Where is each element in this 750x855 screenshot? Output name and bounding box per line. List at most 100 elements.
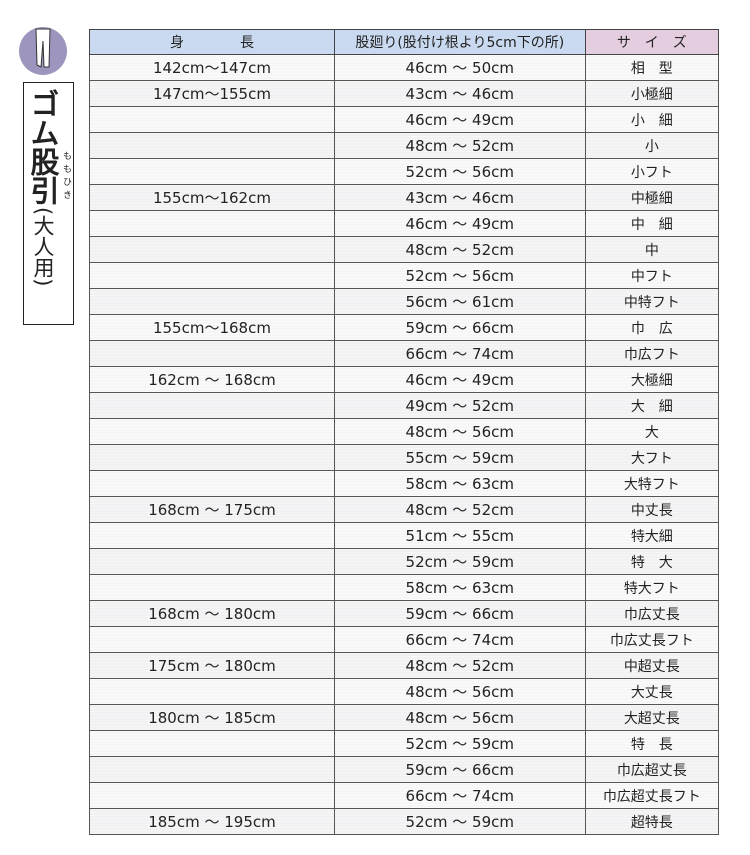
table-row: 55cm ～ 59cm 大フト xyxy=(89,444,720,471)
cell-crotch-girth: 52cm ～ 59cm xyxy=(333,808,586,835)
table-row: 155cm～162cm 43cm ～ 46cm 中極細 xyxy=(89,184,720,211)
cell-height xyxy=(89,340,335,367)
cell-size: 巾広フト xyxy=(584,340,720,367)
header-size: サ イ ズ xyxy=(584,29,720,55)
cell-crotch-girth: 52cm ～ 59cm xyxy=(333,548,586,575)
header-crotch-girth: 股廻り(股付け根より5cm下の所) xyxy=(333,29,586,55)
table-row: 147cm～155cm 43cm ～ 46cm 小極細 xyxy=(89,80,720,107)
cell-crotch-girth: 48cm ～ 56cm xyxy=(333,704,586,731)
title-ruby: ももひき xyxy=(61,151,71,203)
cell-height: 185cm ～ 195cm xyxy=(89,808,335,835)
cell-crotch-girth: 58cm ～ 63cm xyxy=(333,574,586,601)
table-row: 51cm ～ 55cm 特大細 xyxy=(89,522,720,549)
cell-height: 175cm ～ 180cm xyxy=(89,652,335,679)
header-height: 身 長 xyxy=(89,29,335,55)
table-row: 168cm ～ 180cm 59cm ～ 66cm 巾広丈長 xyxy=(89,600,720,627)
cell-crotch-girth: 59cm ～ 66cm xyxy=(333,314,586,341)
table-row: 46cm ～ 49cm 中 細 xyxy=(89,210,720,237)
cell-size: 中特フト xyxy=(584,288,720,315)
table-row: 185cm ～ 195cm 52cm ～ 59cm 超特長 xyxy=(89,808,720,835)
cell-crotch-girth: 46cm ～ 49cm xyxy=(333,366,586,393)
trousers-icon xyxy=(19,27,67,75)
size-table: 身 長 股廻り(股付け根より5cm下の所) サ イ ズ 142cm～147cm 4… xyxy=(89,29,720,835)
table-row: 49cm ～ 52cm 大 細 xyxy=(89,392,720,419)
cell-height: 155cm～168cm xyxy=(89,314,335,341)
table-row: 52cm ～ 59cm 特 大 xyxy=(89,548,720,575)
cell-crotch-girth: 43cm ～ 46cm xyxy=(333,184,586,211)
table-row: 66cm ～ 74cm 巾広フト xyxy=(89,340,720,367)
cell-size: 大 xyxy=(584,418,720,445)
cell-size: 巾広丈長 xyxy=(584,600,720,627)
cell-height: 168cm ～ 175cm xyxy=(89,496,335,523)
table-row: 162cm ～ 168cm 46cm ～ 49cm 大極細 xyxy=(89,366,720,393)
cell-size: 小 細 xyxy=(584,106,720,133)
cell-height xyxy=(89,626,335,653)
cell-height: 162cm ～ 168cm xyxy=(89,366,335,393)
table-row: 180cm ～ 185cm 48cm ～ 56cm 大超丈長 xyxy=(89,704,720,731)
cell-crotch-girth: 66cm ～ 74cm xyxy=(333,782,586,809)
cell-crotch-girth: 48cm ～ 56cm xyxy=(333,678,586,705)
cell-crotch-girth: 51cm ～ 55cm xyxy=(333,522,586,549)
table-row: 48cm ～ 56cm 大 xyxy=(89,418,720,445)
cell-height xyxy=(89,756,335,783)
table-row: 56cm ～ 61cm 中特フト xyxy=(89,288,720,315)
cell-height xyxy=(89,288,335,315)
cell-crotch-girth: 66cm ～ 74cm xyxy=(333,340,586,367)
cell-height xyxy=(89,444,335,471)
cell-crotch-girth: 66cm ～ 74cm xyxy=(333,626,586,653)
cell-size: 中フト xyxy=(584,262,720,289)
cell-size: 特大フト xyxy=(584,574,720,601)
cell-height: 147cm～155cm xyxy=(89,80,335,107)
cell-crotch-girth: 59cm ～ 66cm xyxy=(333,756,586,783)
cell-size: 中 細 xyxy=(584,210,720,237)
table-row: 59cm ～ 66cm 巾広超丈長 xyxy=(89,756,720,783)
cell-crotch-girth: 43cm ～ 46cm xyxy=(333,80,586,107)
cell-crotch-girth: 48cm ～ 52cm xyxy=(333,236,586,263)
cell-height xyxy=(89,158,335,185)
cell-size: 中 xyxy=(584,236,720,263)
cell-size: 大 細 xyxy=(584,392,720,419)
cell-size: 特 大 xyxy=(584,548,720,575)
table-row: 48cm ～ 56cm 大丈長 xyxy=(89,678,720,705)
table-row: 66cm ～ 74cm 巾広超丈長フト xyxy=(89,782,720,809)
cell-crotch-girth: 56cm ～ 61cm xyxy=(333,288,586,315)
cell-size: 相 型 xyxy=(584,54,720,81)
cell-height xyxy=(89,522,335,549)
cell-height: 155cm～162cm xyxy=(89,184,335,211)
cell-height xyxy=(89,574,335,601)
cell-crotch-girth: 48cm ～ 52cm xyxy=(333,496,586,523)
table-row: 58cm ～ 63cm 特大フト xyxy=(89,574,720,601)
table-row: 155cm～168cm 59cm ～ 66cm 巾 広 xyxy=(89,314,720,341)
product-title-box: ゴム股引 (大人用) ももひき xyxy=(23,82,74,325)
product-title: ゴム股引 xyxy=(26,89,60,205)
cell-crotch-girth: 46cm ～ 49cm xyxy=(333,106,586,133)
cell-crotch-girth: 48cm ～ 52cm xyxy=(333,652,586,679)
cell-height xyxy=(89,548,335,575)
cell-height: 142cm～147cm xyxy=(89,54,335,81)
cell-height xyxy=(89,132,335,159)
table-row: 46cm ～ 49cm 小 細 xyxy=(89,106,720,133)
cell-crotch-girth: 52cm ～ 56cm xyxy=(333,262,586,289)
cell-crotch-girth: 58cm ～ 63cm xyxy=(333,470,586,497)
table-row: 48cm ～ 52cm 中 xyxy=(89,236,720,263)
cell-size: 特大細 xyxy=(584,522,720,549)
cell-crotch-girth: 52cm ～ 56cm xyxy=(333,158,586,185)
cell-size: 小フト xyxy=(584,158,720,185)
cell-crotch-girth: 49cm ～ 52cm xyxy=(333,392,586,419)
cell-size: 中丈長 xyxy=(584,496,720,523)
cell-size: 大超丈長 xyxy=(584,704,720,731)
cell-size: 大極細 xyxy=(584,366,720,393)
table-row: 175cm ～ 180cm 48cm ～ 52cm 中超丈長 xyxy=(89,652,720,679)
table-row: 48cm ～ 52cm 小 xyxy=(89,132,720,159)
cell-size: 大フト xyxy=(584,444,720,471)
table-row: 168cm ～ 175cm 48cm ～ 52cm 中丈長 xyxy=(89,496,720,523)
cell-height xyxy=(89,210,335,237)
cell-height xyxy=(89,106,335,133)
cell-height xyxy=(89,678,335,705)
product-subtitle: (大人用) xyxy=(31,207,55,287)
cell-height xyxy=(89,262,335,289)
table-row: 66cm ～ 74cm 巾広丈長フト xyxy=(89,626,720,653)
cell-crotch-girth: 46cm ～ 50cm xyxy=(333,54,586,81)
cell-crotch-girth: 55cm ～ 59cm xyxy=(333,444,586,471)
cell-size: 特 長 xyxy=(584,730,720,757)
